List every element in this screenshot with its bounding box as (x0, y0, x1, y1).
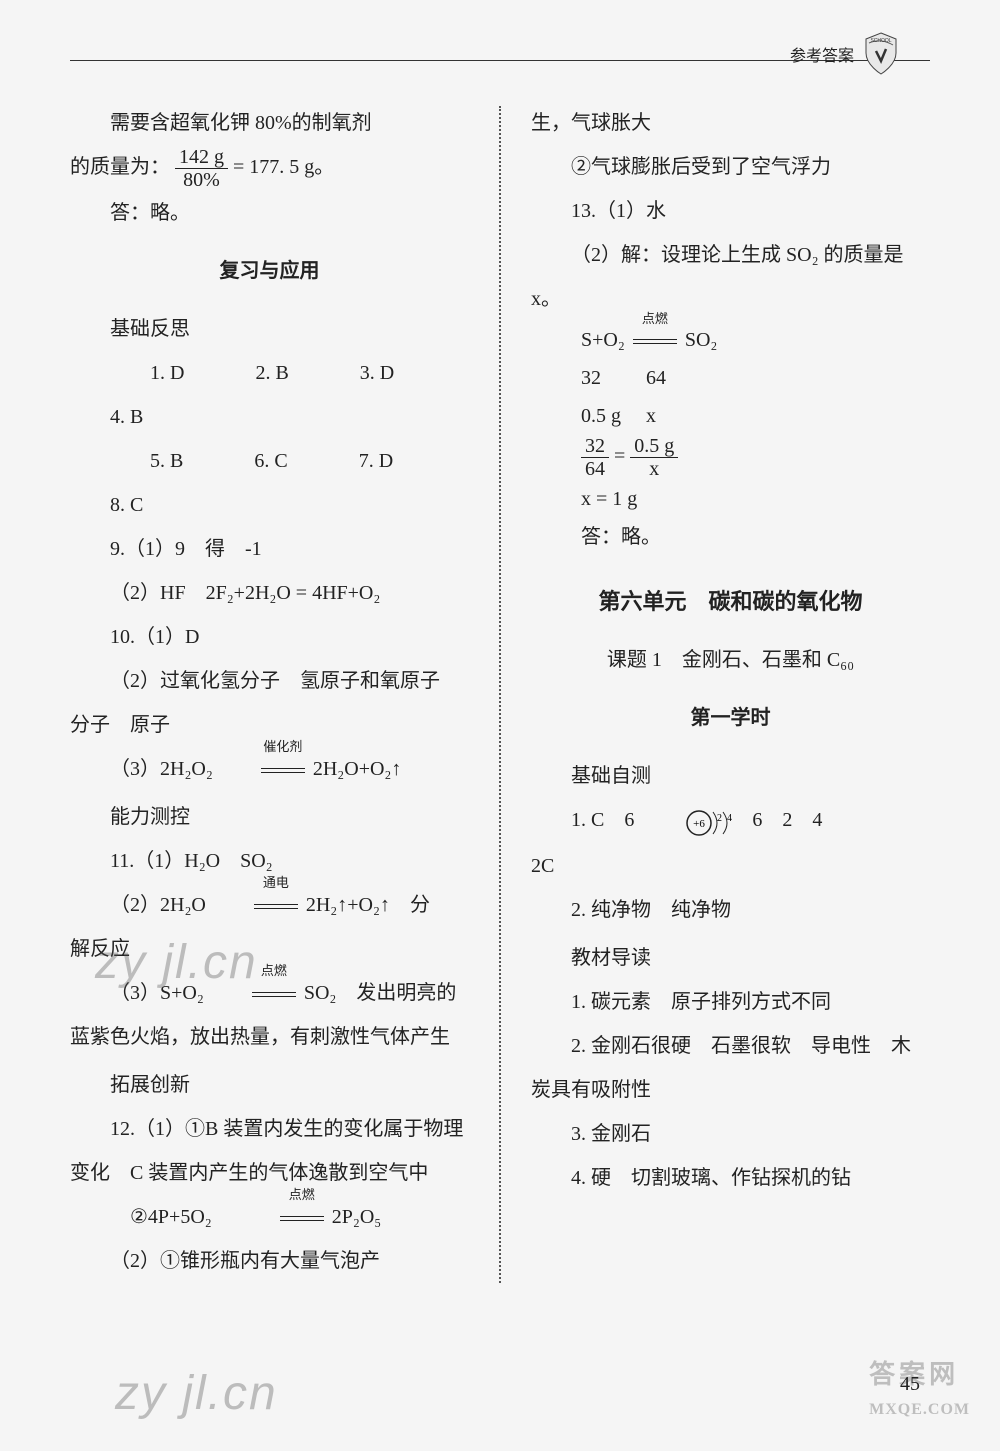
expand-title: 拓展创新 (110, 1063, 469, 1107)
q12-eq: ②4P+5O₂ 点燃 2P₂O₅ (70, 1195, 469, 1239)
r-q2: 2. 纯净物 纯净物 (531, 888, 930, 932)
q13-2: （2）解：设理论上生成 SO₂ 的质量是 x。 (531, 233, 930, 321)
left-line1: 需要含超氧化钾 80%的制氧剂 (70, 101, 469, 145)
unit6-title: 第六单元 碳和碳的氧化物 (531, 578, 930, 626)
reaction-arrow: 催化剂 (221, 747, 305, 791)
basic-reflection-heading: 基础反思 (110, 307, 469, 351)
topic1: 课题 1 金刚石、石墨和 C₆₀ (531, 638, 930, 682)
t4: 4. 硬 切割玻璃、作钻探机的钻 (531, 1156, 930, 1200)
textbook-heading: 教材导读 (571, 936, 930, 980)
t3: 3. 金刚石 (531, 1112, 930, 1156)
left-column: 需要含超氧化钾 80%的制氧剂 的质量为： 142 g 80% = 177. 5… (70, 101, 469, 1283)
fraction: 142 g 80% (175, 146, 228, 191)
watermark-icon: zy jl.cn (115, 1366, 278, 1421)
reaction-arrow: 点燃 (212, 971, 296, 1015)
mass-formula: 的质量为： 142 g 80% = 177. 5 g。 (70, 145, 469, 191)
q11-2: （2）2H₂O 通电 2H₂↑+O₂↑ 分 (70, 883, 469, 927)
r-q1: 1. C 6 +6 2 4 6 2 4 (531, 798, 930, 843)
q10-3: （3）2H₂O₂ 催化剂 2H₂O+O₂↑ (70, 747, 469, 791)
review-title: 复习与应用 (70, 249, 469, 293)
atom-diagram-icon: +6 2 4 (643, 800, 743, 844)
q13-1: 13.（1）水 (531, 189, 930, 233)
t1: 1. 碳元素 原子排列方式不同 (531, 980, 930, 1024)
proportion: 32 64 = 0.5 g x (581, 435, 930, 480)
q9-1: 9.（1）9 得 -1 (70, 527, 469, 571)
r-line2: ②气球膨胀后受到了空气浮力 (531, 145, 930, 189)
q12-2: （2）①锥形瓶内有大量气泡产 (70, 1239, 469, 1283)
page-number: 45 (900, 1373, 920, 1396)
q11-3: （3）S+O₂ 点燃 SO₂ 发出明亮的 (70, 971, 469, 1015)
q9-2: （2）HF 2F₂+2H₂O = 4HF+O₂ (70, 571, 469, 615)
mass-row1: 32 64 (581, 359, 930, 397)
q11-3-cont: 蓝紫色火焰，放出热量，有刺激性气体产生 (70, 1015, 469, 1059)
svg-text:+6: +6 (693, 818, 705, 830)
right-column: 生，气球胀大 ②气球膨胀后受到了空气浮力 13.（1）水 （2）解：设理论上生成… (531, 101, 930, 1283)
q10-1: 10.（1）D (70, 615, 469, 659)
content-columns: 需要含超氧化钾 80%的制氧剂 的质量为： 142 g 80% = 177. 5… (70, 101, 930, 1283)
school-logo-icon: SCHOOL (862, 31, 900, 76)
answer-line: 答：略。 (70, 191, 469, 235)
column-divider (499, 106, 501, 1283)
mc-row1: 1. D 2. B 3. D 4. B (70, 351, 469, 439)
chem-equation: S+O₂ 点燃 SO₂ (581, 321, 930, 359)
ability-title: 能力测控 (110, 795, 469, 839)
r-line1: 生，气球胀大 (531, 101, 930, 145)
t2: 2. 金刚石很硬 石墨很软 导电性 木炭具有吸附性 (531, 1024, 930, 1112)
mc-row2: 5. B 6. C 7. D 8. C (70, 439, 469, 527)
reaction-arrow: 通电 (214, 883, 298, 927)
header-right: 参考答案 SCHOOL (790, 31, 900, 76)
r-q1-end: 2C (531, 844, 930, 888)
reaction-arrow: 点燃 (633, 321, 677, 359)
basic-test-heading: 基础自测 (571, 754, 930, 798)
svg-text:2: 2 (717, 813, 722, 824)
header-rule: 参考答案 SCHOOL (70, 60, 930, 61)
answer: 答：略。 (581, 518, 930, 556)
reaction-arrow: 点燃 (220, 1195, 324, 1239)
result: x = 1 g (581, 480, 930, 518)
header-label: 参考答案 (790, 42, 854, 66)
class1: 第一学时 (531, 696, 930, 740)
mass-row2: 0.5 g x (581, 397, 930, 435)
svg-text:SCHOOL: SCHOOL (870, 38, 891, 44)
svg-text:4: 4 (727, 813, 732, 824)
